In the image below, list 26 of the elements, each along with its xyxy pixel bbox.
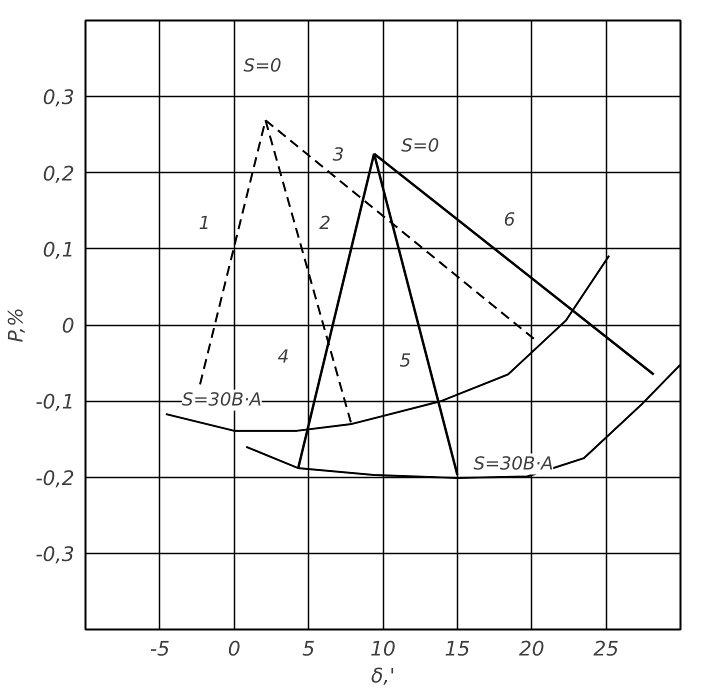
x-tick-label: 10 xyxy=(370,636,396,660)
x-tick-label: 15 xyxy=(444,636,470,660)
y-tick-label: 0,2 xyxy=(42,161,75,186)
x-tick-label: 5 xyxy=(302,636,315,660)
annotation: 2 xyxy=(319,213,331,234)
x-axis-title: δ,' xyxy=(370,664,396,688)
y-tick-label: 0,3 xyxy=(42,85,75,110)
annotation: S=30B·A xyxy=(473,454,554,475)
annotation: S=0 xyxy=(401,136,440,157)
y-tick-label: 0 xyxy=(62,314,75,338)
annotation: 6 xyxy=(504,209,516,230)
y-tick-label: 0,1 xyxy=(42,237,75,262)
annotation: S=30B·A xyxy=(182,390,262,411)
annotation: 1 xyxy=(198,213,210,234)
x-tick-label: 0 xyxy=(228,636,241,660)
y-axis-title: P,% xyxy=(3,308,28,342)
annotation: 4 xyxy=(278,346,290,368)
y-tick-label: -0,3 xyxy=(35,542,75,566)
annotation: 3 xyxy=(332,144,344,166)
y-tick-label: -0,1 xyxy=(35,390,75,414)
y-tick-label: -0,2 xyxy=(35,466,75,490)
x-tick-label: -5 xyxy=(150,636,170,660)
annotation: S=0 xyxy=(244,56,282,77)
x-tick-label: 20 xyxy=(519,636,544,660)
x-tick-label: 25 xyxy=(593,636,619,660)
annotation: 5 xyxy=(400,350,412,372)
